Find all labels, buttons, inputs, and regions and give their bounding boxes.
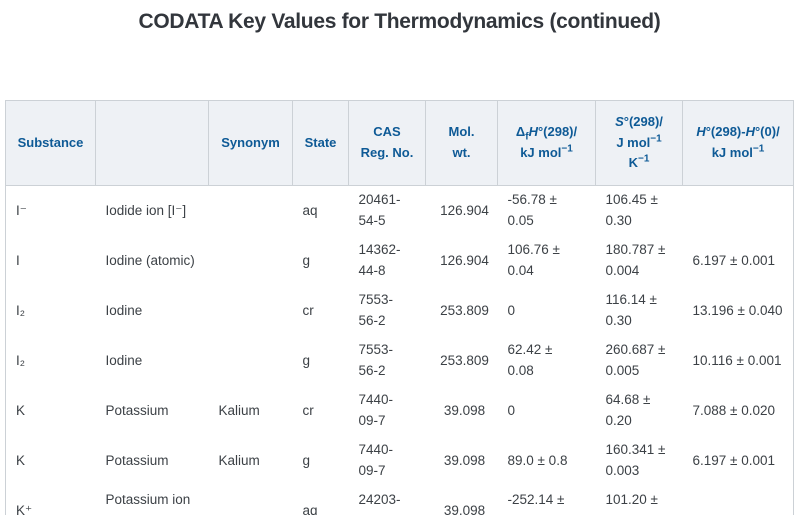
cell-substance: K⁺ — [16, 502, 33, 515]
cell-h: 6.197 ± 0.001 — [692, 452, 775, 468]
cell-synonym — [209, 286, 293, 336]
cell-s: 116.14 ± 0.30 — [605, 292, 657, 328]
column-header-mol-wt: Mol. wt. — [425, 100, 498, 186]
cell-s: 101.20 ± 0.20 — [605, 492, 658, 515]
cell-h: 6.197 ± 0.001 — [692, 252, 775, 268]
cell-molwt: 126.904 — [440, 252, 489, 268]
cell-dhf: 0 — [507, 402, 516, 418]
cell-synonym: Kalium — [218, 402, 260, 418]
cell-substance: K — [16, 402, 26, 418]
cell-dhf: -56.78 ± 0.05 — [507, 192, 557, 228]
column-header-enthalpy-formation: ΔfH°(298)/kJ mol−1 — [497, 100, 596, 186]
page-title: CODATA Key Values for Thermodynamics (co… — [138, 10, 661, 33]
table-row-iodine-gas: I₂ Iodine g 7553- 56-2 253.809 62.42 ± 0… — [6, 336, 794, 386]
cell-name: Iodine — [105, 352, 143, 368]
cell-cas: 7553- 56-2 — [358, 292, 394, 328]
cell-s: 106.45 ± 0.30 — [605, 192, 658, 228]
cell-molwt: 39.098 — [443, 452, 486, 468]
cell-dhf: 62.42 ± 0.08 — [507, 342, 553, 378]
column-header-synonym: Synonym — [208, 100, 293, 186]
cell-state: cr — [302, 302, 314, 318]
table-row-iodine-crystal: I₂ Iodine cr 7553- 56-2 253.809 0 116.14… — [6, 286, 794, 336]
cell-molwt: 253.809 — [440, 352, 489, 368]
cell-name: Potassium — [105, 452, 169, 468]
cell-substance: I⁻ — [16, 202, 27, 218]
cell-molwt: 39.098 — [443, 402, 486, 418]
cell-state: g — [302, 452, 311, 468]
cell-state: g — [302, 352, 311, 368]
cell-name: Iodine — [105, 302, 143, 318]
cell-h: 10.116 ± 0.001 — [692, 352, 782, 368]
cell-cas: 14362- 44-8 — [358, 242, 401, 278]
cell-dhf: -252.14 ± 0.08 — [507, 492, 565, 515]
column-header-name — [95, 100, 209, 186]
cell-state: aq — [302, 202, 318, 218]
cell-name: Iodine (atomic) — [105, 252, 195, 268]
cell-substance: I₂ — [16, 352, 25, 368]
cell-molwt: 126.904 — [440, 202, 489, 218]
cell-dhf: 89.0 ± 0.8 — [507, 452, 568, 468]
cell-synonym — [209, 186, 293, 237]
cell-cas: 7440- 09-7 — [358, 392, 394, 428]
cell-substance: I₂ — [16, 302, 25, 318]
cell-s: 64.68 ± 0.20 — [605, 392, 651, 428]
cell-name: Potassium — [105, 402, 169, 418]
table-row-iodide-ion: I⁻ Iodide ion [I⁻] aq 20461- 54-5 126.90… — [6, 186, 794, 237]
cell-s: 160.341 ± 0.003 — [605, 442, 666, 478]
cell-cas: 7553- 56-2 — [358, 342, 394, 378]
cell-molwt: 253.809 — [440, 302, 489, 318]
cell-h — [683, 186, 794, 237]
cell-name: Potassium ion [K⁺] — [105, 492, 191, 515]
cell-synonym — [209, 486, 293, 515]
table-row-potassium-ion: K⁺ Potassium ion [K⁺] aq 24203- 36-9 39.… — [6, 486, 794, 515]
thermodynamics-table-container: Substance Synonym State CAS Reg. No. Mol… — [5, 100, 794, 515]
cell-synonym: Kalium — [218, 452, 260, 468]
cell-h — [683, 486, 794, 515]
cell-state: g — [302, 252, 311, 268]
cell-s: 180.787 ± 0.004 — [605, 242, 666, 278]
cell-cas: 24203- 36-9 — [358, 492, 401, 515]
cell-cas: 20461- 54-5 — [358, 192, 401, 228]
cell-h: 13.196 ± 0.040 — [692, 302, 783, 318]
table-header: Substance Synonym State CAS Reg. No. Mol… — [5, 100, 794, 186]
table-row-potassium-gas: K Potassium Kalium g 7440- 09-7 39.098 8… — [6, 436, 794, 486]
cell-name: Iodide ion [I⁻] — [105, 202, 187, 218]
column-header-cas-reg-no: CAS Reg. No. — [348, 100, 426, 186]
cell-state: cr — [302, 402, 314, 418]
cell-substance: K — [16, 452, 26, 468]
column-header-entropy: S°(298)/J mol−1 K−1 — [595, 100, 683, 186]
cell-cas: 7440- 09-7 — [358, 442, 394, 478]
cell-dhf: 0 — [507, 302, 516, 318]
table-row-potassium-crystal: K Potassium Kalium cr 7440- 09-7 39.098 … — [6, 386, 794, 436]
cell-h: 7.088 ± 0.020 — [692, 402, 775, 418]
cell-synonym — [209, 236, 293, 286]
table-header-row: Substance Synonym State CAS Reg. No. Mol… — [5, 100, 794, 186]
cell-dhf: 106.76 ± 0.04 — [507, 242, 560, 278]
thermodynamics-table: Substance Synonym State CAS Reg. No. Mol… — [5, 100, 794, 515]
table-row-iodine-atomic: I Iodine (atomic) g 14362- 44-8 126.904 … — [6, 236, 794, 286]
cell-substance: I — [16, 252, 20, 268]
column-header-state: State — [292, 100, 349, 186]
cell-state: aq — [302, 502, 318, 515]
cell-molwt: 39.098 — [443, 502, 486, 515]
column-header-substance: Substance — [5, 100, 96, 186]
table-body: I⁻ Iodide ion [I⁻] aq 20461- 54-5 126.90… — [6, 186, 794, 515]
cell-s: 260.687 ± 0.005 — [605, 342, 666, 378]
cell-synonym — [209, 336, 293, 386]
column-header-enthalpy-difference: H°(298)-H°(0)/kJ mol−1 — [682, 100, 794, 186]
